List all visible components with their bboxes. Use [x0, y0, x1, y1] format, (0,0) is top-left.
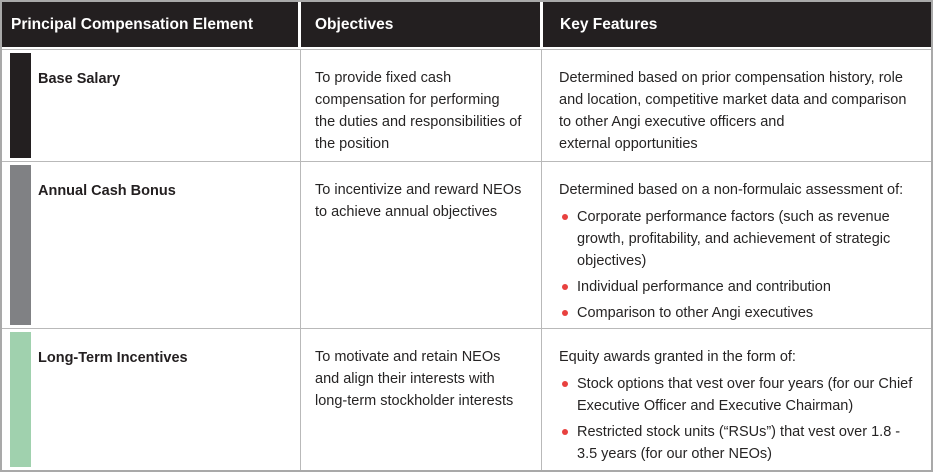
bullet-item: Corporate performance factors (such as r…	[562, 206, 913, 272]
bullet-item: Comparison to other Angi executives	[562, 302, 913, 324]
cell-key-features: Determined based on a non-formulaic asse…	[542, 162, 931, 328]
cell-objective: To incentivize and reward NEOs to achiev…	[301, 162, 542, 328]
bullet-item: Restricted stock units (“RSUs”) that ves…	[562, 421, 913, 465]
header-objectives: Objectives	[301, 2, 540, 47]
table-row-base-salary: Base Salary To provide fixed cash compen…	[2, 49, 931, 161]
bullet-dot-icon	[562, 214, 568, 220]
table-row-annual-cash-bonus: Annual Cash Bonus To incentivize and rew…	[2, 161, 931, 328]
bullet-text: Comparison to other Angi executives	[577, 305, 814, 321]
bullet-dot-icon	[562, 381, 568, 387]
cell-objective: To motivate and retain NEOs and align th…	[301, 329, 542, 470]
bullet-dot-icon	[562, 284, 568, 290]
cell-element: Long-Term Incentives	[2, 329, 301, 470]
element-label: Long-Term Incentives	[38, 350, 188, 366]
bullet-dot-icon	[562, 310, 568, 316]
row-accent-bar-green	[10, 332, 31, 467]
cell-key-features: Determined based on prior compensation h…	[542, 50, 931, 161]
cell-element: Base Salary	[2, 50, 301, 161]
bullet-text: Corporate performance factors (such as r…	[577, 209, 891, 269]
objective-text: To incentivize and reward NEOs to achiev…	[315, 182, 522, 220]
objective-text: To motivate and retain NEOs and align th…	[315, 349, 514, 409]
header-key-features: Key Features	[543, 2, 931, 47]
cell-key-features: Equity awards granted in the form of: St…	[542, 329, 931, 470]
bullet-text: Stock options that vest over four years …	[577, 376, 913, 414]
features-intro: Determined based on prior compensation h…	[559, 70, 907, 152]
table-header-row: Principal Compensation Element Objective…	[2, 2, 931, 47]
features-intro: Equity awards granted in the form of:	[559, 349, 796, 365]
features-bullet-list: Stock options that vest over four years …	[559, 373, 913, 465]
bullet-text: Restricted stock units (“RSUs”) that ves…	[577, 424, 901, 462]
bullet-item: Individual performance and contribution	[562, 276, 913, 298]
cell-element: Annual Cash Bonus	[2, 162, 301, 328]
cell-objective: To provide fixed cash compensation for p…	[301, 50, 542, 161]
objective-text: To provide fixed cash compensation for p…	[315, 70, 522, 152]
features-intro: Determined based on a non-formulaic asse…	[559, 182, 904, 198]
bullet-text: Individual performance and contribution	[577, 279, 831, 295]
table-row-long-term-incentives: Long-Term Incentives To motivate and ret…	[2, 328, 931, 470]
bullet-item: Stock options that vest over four years …	[562, 373, 913, 417]
bullet-dot-icon	[562, 429, 568, 435]
header-principal-compensation-element: Principal Compensation Element	[2, 2, 298, 47]
row-accent-bar-gray	[10, 165, 31, 325]
element-label: Annual Cash Bonus	[38, 183, 176, 199]
row-accent-bar-black	[10, 53, 31, 158]
element-label: Base Salary	[38, 71, 121, 87]
table-body: Base Salary To provide fixed cash compen…	[2, 49, 931, 470]
features-bullet-list: Corporate performance factors (such as r…	[559, 206, 913, 324]
